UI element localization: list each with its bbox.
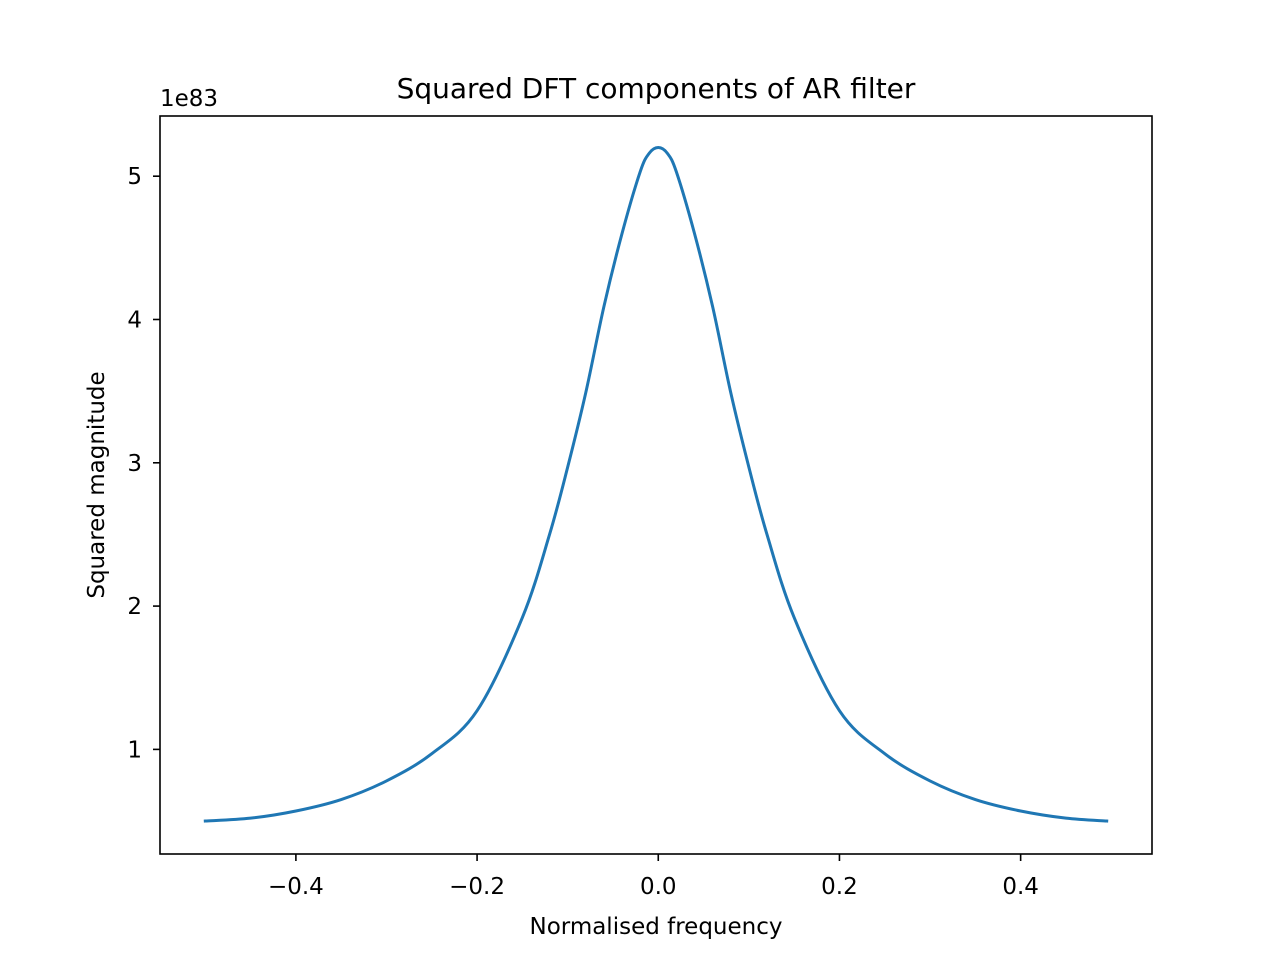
y-tick-label: 5 [127, 164, 142, 190]
y-axis: 1 2 3 4 5 [127, 164, 160, 763]
chart-title: Squared DFT components of AR filter [397, 72, 916, 105]
y-tick-label: 1 [127, 737, 142, 763]
y-tick-label: 3 [127, 451, 142, 477]
y-offset-label: 1e83 [160, 86, 218, 112]
x-tick-label: −0.4 [268, 874, 324, 900]
x-axis: −0.4 −0.2 0.0 0.2 0.4 [268, 854, 1039, 900]
x-tick-label: 0.0 [640, 874, 677, 900]
series-line [203, 146, 1109, 823]
y-axis-label: Squared magnitude [84, 371, 110, 598]
x-tick-label: 0.4 [1002, 874, 1039, 900]
y-tick-label: 4 [127, 307, 142, 333]
y-tick-label: 2 [127, 594, 142, 620]
x-axis-label: Normalised frequency [529, 914, 782, 940]
plot-area [203, 146, 1109, 823]
x-tick-label: 0.2 [821, 874, 858, 900]
x-tick-label: −0.2 [449, 874, 505, 900]
axes-frame [159, 115, 1153, 855]
